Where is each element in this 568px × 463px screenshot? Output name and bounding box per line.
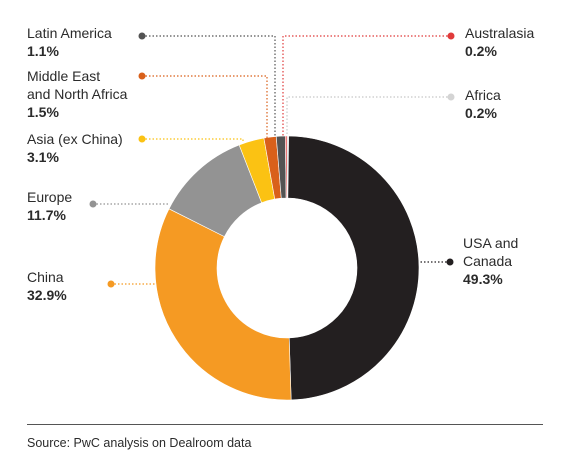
slice-label: USA and Canada 49.3% (463, 234, 518, 288)
source-note: Source: PwC analysis on Dealroom data (27, 436, 252, 450)
leader-dot (89, 200, 97, 208)
slice-label-name: Middle East and North Africa (27, 68, 128, 102)
slice-china (154, 208, 292, 401)
leader-line (286, 96, 451, 136)
leader-line (142, 75, 268, 138)
leader-dot (107, 280, 115, 288)
slice-label: Australasia 0.2% (465, 24, 534, 60)
leader-line (282, 35, 451, 136)
slice-label-name: USA and Canada (463, 235, 519, 269)
leader-line (142, 138, 244, 142)
slice-label-name: Latin America (27, 25, 112, 41)
slice-label-name: Asia (ex China) (27, 131, 123, 147)
slice-label-value: 0.2% (465, 43, 497, 59)
slice-label-name: Europe (27, 189, 73, 205)
leader-dot (138, 135, 146, 143)
leader-dot (138, 32, 146, 40)
leader-dot (138, 72, 146, 80)
slice-australasia (285, 135, 288, 199)
slice-label-value: 49.3% (463, 271, 503, 287)
source-divider (27, 424, 543, 425)
leader-dot (447, 32, 455, 40)
slice-label: Africa 0.2% (465, 86, 501, 122)
slice-label-name: China (27, 269, 64, 285)
slice-label-value: 1.1% (27, 43, 59, 59)
slice-label-value: 3.1% (27, 149, 59, 165)
leader-dot (447, 93, 455, 101)
slice-label-value: 32.9% (27, 287, 67, 303)
slice-label: Europe 11.7% (27, 188, 72, 224)
slice-label: Latin America 1.1% (27, 24, 112, 60)
leader-dot (446, 258, 454, 266)
slice-label-value: 1.5% (27, 104, 59, 120)
slice-label-value: 0.2% (465, 105, 497, 121)
slice-label-name: Australasia (465, 25, 535, 41)
slice-label: China 32.9% (27, 268, 67, 304)
slice-label-name: Africa (465, 87, 501, 103)
slice-label: Middle East and North Africa 1.5% (27, 67, 127, 121)
slice-label: Asia (ex China) 3.1% (27, 130, 123, 166)
slice-usa-and-canada (287, 135, 420, 401)
leader-line (142, 35, 276, 137)
slice-label-value: 11.7% (27, 207, 66, 223)
